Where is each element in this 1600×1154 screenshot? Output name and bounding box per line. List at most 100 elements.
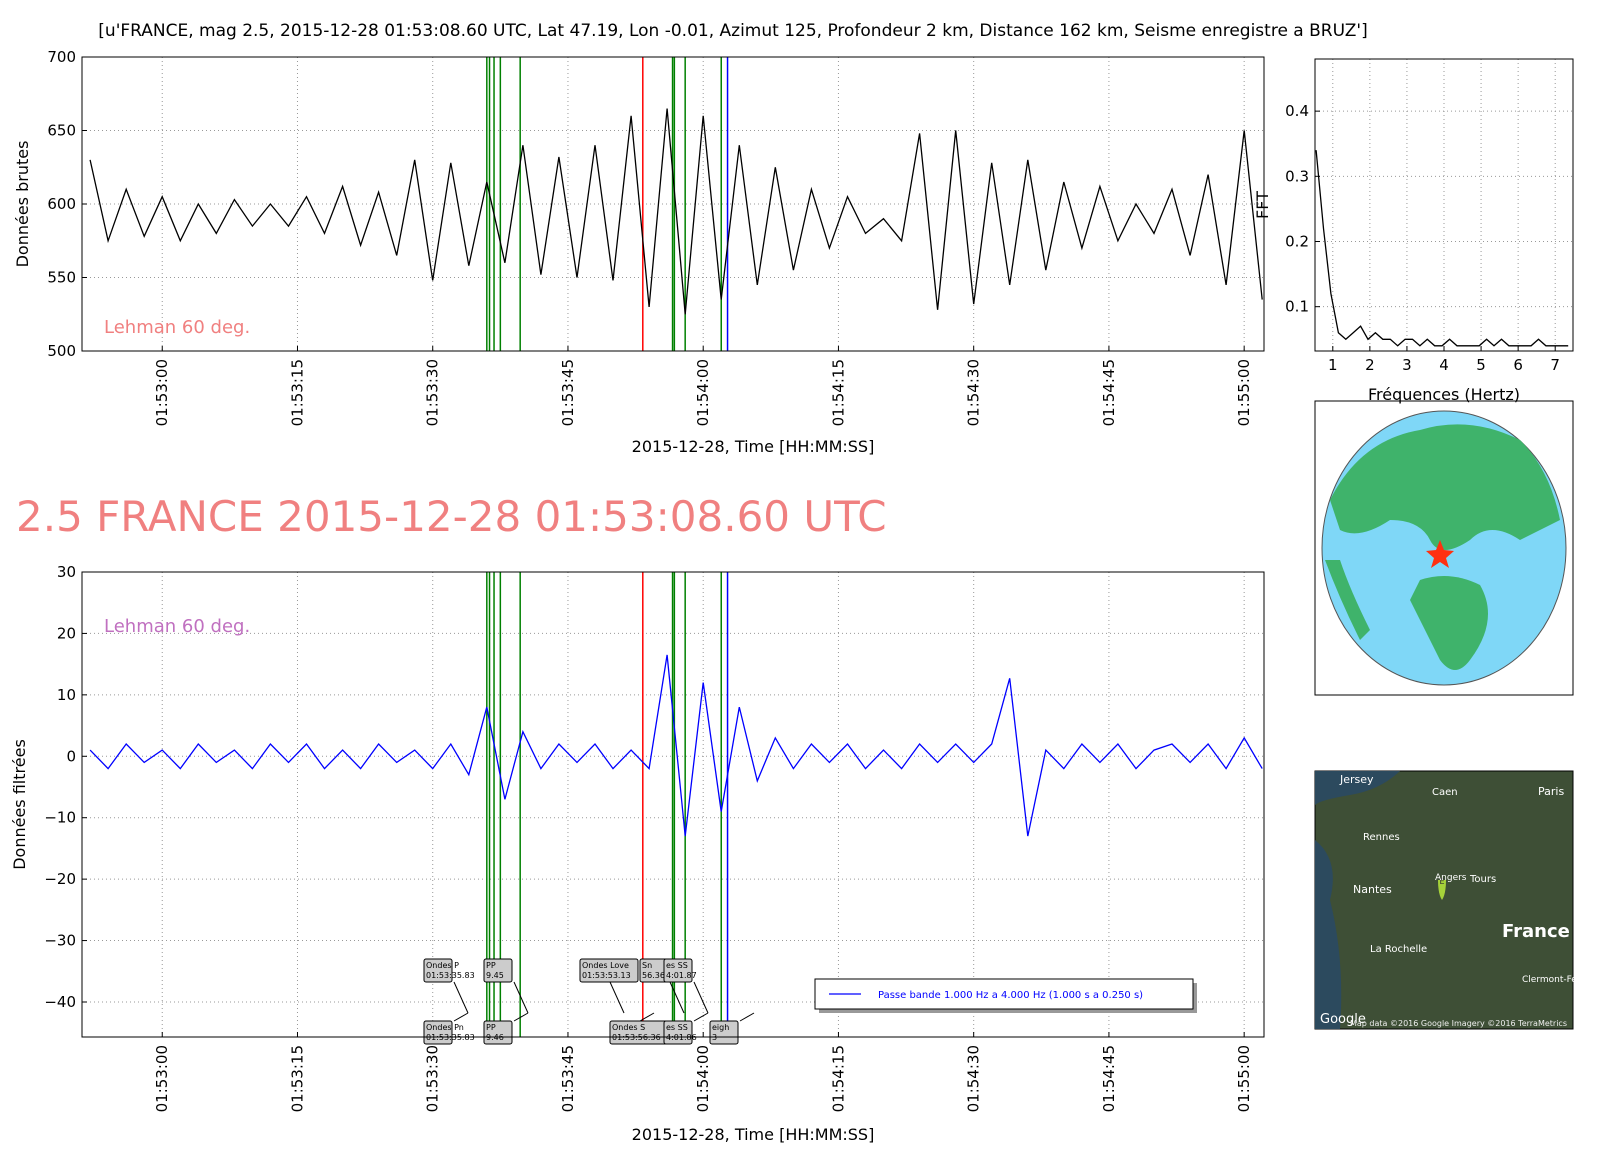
globe-land [1330, 424, 1560, 550]
map-pin [1438, 880, 1446, 900]
annotation-box [663, 958, 693, 983]
map-label: Tours [1469, 874, 1496, 885]
globe-land [1410, 576, 1488, 670]
map-label: Google [1320, 1012, 1366, 1027]
annotation-text: 4:01.87 [666, 971, 697, 980]
map: E [1314, 770, 1574, 1030]
x-tick-label: 6 [1513, 356, 1523, 374]
y-axis-label: Données filtrées [10, 739, 29, 870]
annotation: Lehman 60 deg. [104, 317, 250, 338]
annotation-arrow [669, 981, 685, 1014]
x-tick-label: 01:54:15 [829, 1045, 847, 1112]
x-tick-label: 2 [1365, 356, 1375, 374]
x-tick-label: 01:53:30 [424, 1045, 442, 1112]
x-axis-label: Fréquences (Hertz) [1368, 385, 1520, 404]
x-tick-label: 4 [1439, 356, 1449, 374]
plot-frame [81, 571, 1265, 1038]
x-tick-label: 01:55:00 [1235, 1045, 1253, 1112]
map-label: Map data ©2016 Google Imagery ©2016 Terr… [1350, 1019, 1567, 1028]
map-label: Caen [1432, 787, 1458, 798]
y-tick-label: 600 [47, 195, 76, 213]
annotation-arrow [739, 1012, 755, 1022]
series-line [1315, 150, 1569, 347]
y-tick-label: 0.4 [1285, 102, 1309, 120]
annotation-text: eigh [712, 1023, 729, 1032]
annotation-arrow [609, 981, 625, 1014]
y-tick-label: 0 [66, 747, 76, 765]
y-tick-label: −10 [44, 809, 76, 827]
annotation: Lehman 60 deg. [104, 616, 250, 637]
x-axis-label: 2015-12-28, Time [HH:MM:SS] [632, 1125, 875, 1144]
annotation-text: 01:53:53.13 [582, 971, 631, 980]
annotation-box [663, 1020, 693, 1045]
series-line [89, 654, 1263, 837]
x-tick-label: 01:54:45 [1100, 359, 1118, 426]
annotation-box [579, 958, 639, 983]
x-tick-label: 01:53:00 [153, 359, 171, 426]
annotation-arrow [453, 1012, 469, 1022]
annotation-text: PP [486, 961, 496, 970]
annotation-box [423, 958, 453, 983]
x-tick-label: 01:54:30 [965, 1045, 983, 1112]
map-label: La Rochelle [1370, 944, 1427, 955]
y-tick-label: 10 [57, 686, 76, 704]
globe-land [1325, 560, 1370, 640]
x-tick-label: 01:53:45 [559, 1045, 577, 1112]
map-label: Paris [1538, 785, 1564, 798]
annotation-text: Ondes Love [582, 961, 629, 970]
annotation-arrow [513, 981, 529, 1014]
series-line [89, 108, 1263, 315]
annotation-text: 56.36 [642, 971, 665, 980]
x-tick-label: 3 [1402, 356, 1412, 374]
map-label: Nantes [1353, 883, 1392, 896]
annotation-text: es SS [666, 1023, 688, 1032]
x-tick-label: 5 [1476, 356, 1486, 374]
annotation-text: 01:53:35.83 [426, 971, 475, 980]
y-tick-label: 20 [57, 624, 76, 642]
x-tick-label: 01:54:30 [965, 359, 983, 426]
globe [1314, 400, 1574, 696]
annotation-text: 9.45 [486, 971, 504, 980]
annotation-arrow [513, 1012, 529, 1022]
y-tick-label: 550 [47, 269, 76, 287]
map-label: France [1502, 921, 1570, 942]
plot: 0.1 0.2 0.3 0.4 1 2 3 4 5 6 7 Fréquences (Hertz) FFT [1253, 58, 1574, 404]
x-tick-label: 01:54:45 [1100, 1045, 1118, 1112]
y-tick-label: −30 [44, 932, 76, 950]
y-tick-label: 650 [47, 122, 76, 140]
annotation-arrow [693, 981, 709, 1014]
x-tick-label: 01:53:00 [153, 1045, 171, 1112]
map-sea [1315, 771, 1400, 805]
map-pin-label: E [1439, 877, 1444, 886]
annotation-arrow [693, 1012, 709, 1022]
y-tick-label: 700 [47, 48, 76, 66]
x-tick-label: 01:53:15 [288, 1045, 306, 1112]
annotation-box [483, 1020, 513, 1045]
y-tick-label: −40 [44, 993, 76, 1011]
plot-frame [81, 56, 1265, 352]
annotation-text: es SS [666, 961, 688, 970]
y-axis-label: Données brutes [13, 141, 32, 268]
annotation-text: Ondes P [426, 961, 459, 970]
plot-frame [1314, 58, 1574, 352]
annotation-text: Ondes Pn [426, 1023, 464, 1032]
epicenter-star [1426, 540, 1454, 568]
annotation-arrow [453, 981, 469, 1014]
map-label: Angers [1435, 873, 1467, 883]
y-tick-label: 0.2 [1285, 233, 1309, 251]
annotation-arrow [639, 1012, 655, 1022]
x-axis-label: 2015-12-28, Time [HH:MM:SS] [632, 437, 875, 456]
map-image [1314, 770, 1574, 1030]
annotation-text: Sn [642, 961, 652, 970]
map-label: Rennes [1363, 832, 1400, 843]
annotation-text: PP [486, 1023, 496, 1032]
x-tick-label: 7 [1550, 356, 1560, 374]
y-tick-label: 30 [57, 563, 76, 581]
legend-label: Passe bande 1.000 Hz a 4.000 Hz (1.000 s… [878, 990, 1143, 1001]
annotation-text: Ondes S [612, 1023, 645, 1032]
x-tick-label: 01:53:45 [559, 359, 577, 426]
annotation-box [483, 958, 513, 983]
y-tick-label: 500 [47, 342, 76, 360]
